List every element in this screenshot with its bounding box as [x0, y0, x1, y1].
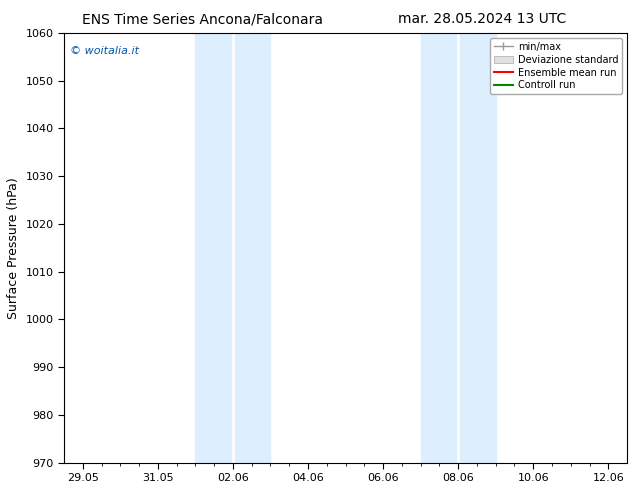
- Bar: [460, 33, 496, 463]
- Text: mar. 28.05.2024 13 UTC: mar. 28.05.2024 13 UTC: [398, 12, 566, 26]
- Y-axis label: Surface Pressure (hPa): Surface Pressure (hPa): [7, 177, 20, 318]
- Bar: [235, 33, 271, 463]
- Text: © woitalia.it: © woitalia.it: [70, 46, 139, 56]
- Legend: min/max, Deviazione standard, Ensemble mean run, Controll run: min/max, Deviazione standard, Ensemble m…: [489, 38, 622, 95]
- Bar: [195, 33, 231, 463]
- Bar: [420, 33, 456, 463]
- Text: ENS Time Series Ancona/Falconara: ENS Time Series Ancona/Falconara: [82, 12, 323, 26]
